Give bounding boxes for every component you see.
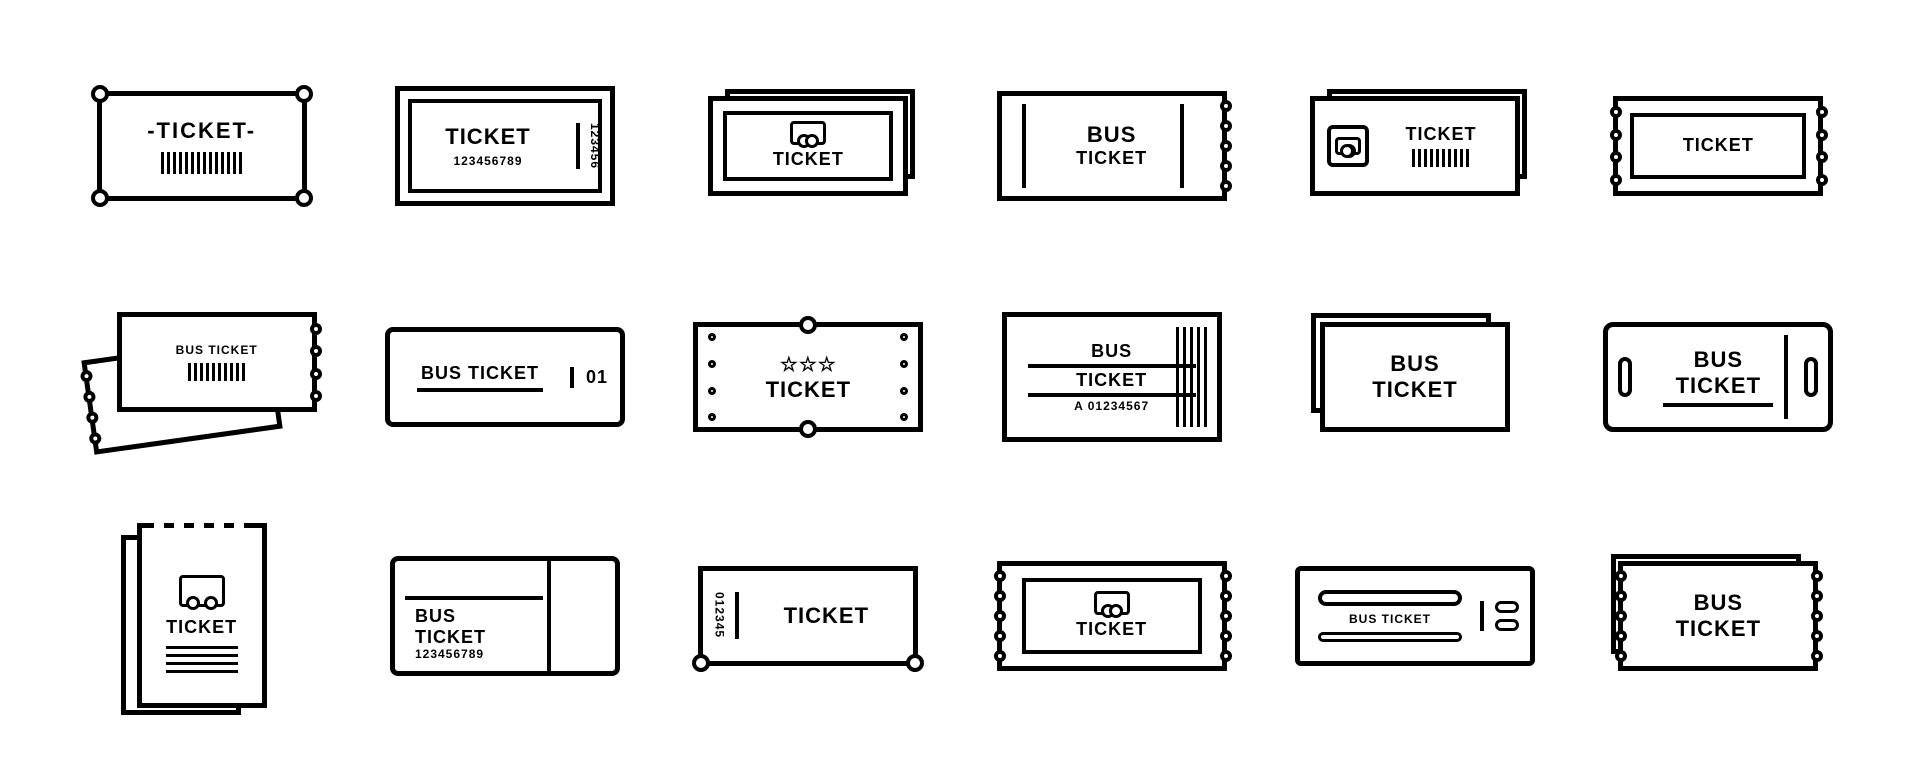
ticket-busicon-barcode-icon: TICKET	[1310, 96, 1520, 196]
cell-t15: 012345 TICKET	[687, 523, 930, 708]
barcode-icon	[161, 152, 242, 174]
ticket-label: BUS	[1390, 351, 1439, 377]
ticket-serial: 123456789	[453, 154, 522, 168]
ticket-sublabel: TICKET	[1676, 373, 1761, 399]
ticket-label: TICKET	[445, 124, 530, 150]
ticket-side-number: 123456	[576, 123, 610, 169]
cell-t17: BUS TICKET	[1293, 523, 1536, 708]
cell-t4: BUS TICKET	[990, 60, 1233, 232]
cell-t8: BUS TICKET 01	[383, 292, 626, 464]
ticket-label: TICKET	[766, 377, 851, 403]
ticket-label: BUS	[1087, 122, 1136, 148]
ticket-serial: A 01234567	[1074, 399, 1149, 413]
ticket-side-number: 012345	[703, 592, 739, 638]
ticket-label: -TICKET-	[147, 118, 256, 144]
ticket-label: TICKET	[739, 603, 913, 629]
ticket-serial: 123456789	[415, 647, 484, 661]
cell-t14: BUS TICKET 123456789	[383, 523, 626, 708]
barcode-icon	[188, 363, 245, 381]
ticket-stub-slots-icon: BUS TICKET	[1295, 566, 1535, 666]
stars-icon: ☆☆☆	[780, 352, 837, 377]
cell-t12: BUS TICKET	[1597, 292, 1840, 464]
cell-t5: TICKET	[1293, 60, 1536, 232]
cell-t18: BUS TICKET	[1597, 523, 1840, 708]
ticket-label: BUS TICKET	[176, 343, 258, 357]
ticket-label: BUS	[1694, 590, 1743, 616]
ticket-sidenum-scallop-icon: 012345 TICKET	[698, 566, 918, 666]
ticket-stub-01-icon: BUS TICKET 01	[385, 327, 625, 427]
cell-t10: BUS TICKET A 01234567	[990, 292, 1233, 464]
ticket-handles-icon: BUS TICKET	[1603, 322, 1833, 432]
cell-t7: BUS TICKET	[80, 292, 323, 464]
cell-t2: TICKET 123456789 123456	[383, 60, 626, 232]
ticket-stacked-bus-icon: TICKET	[708, 96, 908, 196]
bus-icon	[790, 121, 826, 145]
cell-t13: TICKET	[80, 523, 323, 708]
ticket-stacked-plain-icon: BUS TICKET	[1320, 322, 1510, 432]
ticket-stub-number: 01	[570, 367, 620, 388]
ticket-label: TICKET	[166, 617, 237, 638]
bus-glyph-icon	[1327, 125, 1369, 167]
ticket-scallop-both-bus-icon: TICKET	[997, 561, 1227, 671]
ticket-sublabel: TICKET	[1076, 370, 1147, 391]
cell-t11: BUS TICKET	[1293, 292, 1536, 464]
ticket-overlap-pair-icon: BUS TICKET	[87, 312, 317, 442]
ticket-sublabel: TICKET	[415, 627, 486, 648]
ticket-sublabel: TICKET	[1676, 616, 1761, 642]
ticket-label: BUS	[1694, 347, 1743, 373]
cell-t9: ☆☆☆ TICKET	[687, 292, 930, 464]
divider-line	[417, 388, 543, 392]
cell-t6: TICKET	[1597, 60, 1840, 232]
cell-t1: -TICKET-	[80, 60, 323, 232]
ticket-label: TICKET	[1405, 124, 1476, 145]
bus-icon	[1094, 591, 1130, 615]
ticket-sublabel: TICKET	[1372, 377, 1457, 403]
ticket-label: BUS	[415, 606, 456, 627]
bus-icon	[179, 575, 225, 607]
ticket-double-frame-icon: TICKET	[1613, 96, 1823, 196]
ticket-bus-scallop-right-icon: BUS TICKET	[997, 91, 1227, 201]
ticket-serial-stripes-icon: BUS TICKET A 01234567	[1002, 312, 1222, 442]
ticket-stars-icon: ☆☆☆ TICKET	[693, 322, 923, 432]
ticket-scallop-barcode-icon: -TICKET-	[97, 91, 307, 201]
ticket-icon-grid: -TICKET- TICKET 123456789 123456 TICKET	[80, 60, 1840, 708]
ticket-label: BUS TICKET	[1349, 612, 1431, 626]
ticket-vertical-torn-icon: TICKET	[137, 523, 267, 708]
text-lines-icon	[166, 646, 238, 673]
ticket-sublabel: TICKET	[1076, 148, 1147, 169]
ticket-stacked-zigzag-icon: BUS TICKET	[1618, 561, 1818, 671]
cell-t16: TICKET	[990, 523, 1233, 708]
ticket-framed-sidenum-icon: TICKET 123456789 123456	[395, 86, 615, 206]
ticket-label: BUS TICKET	[421, 363, 539, 384]
barcode-icon	[1412, 149, 1469, 167]
ticket-label: BUS	[1091, 341, 1132, 362]
ticket-cross-divider-icon: BUS TICKET 123456789	[390, 556, 620, 676]
cell-t3: TICKET	[687, 60, 930, 232]
